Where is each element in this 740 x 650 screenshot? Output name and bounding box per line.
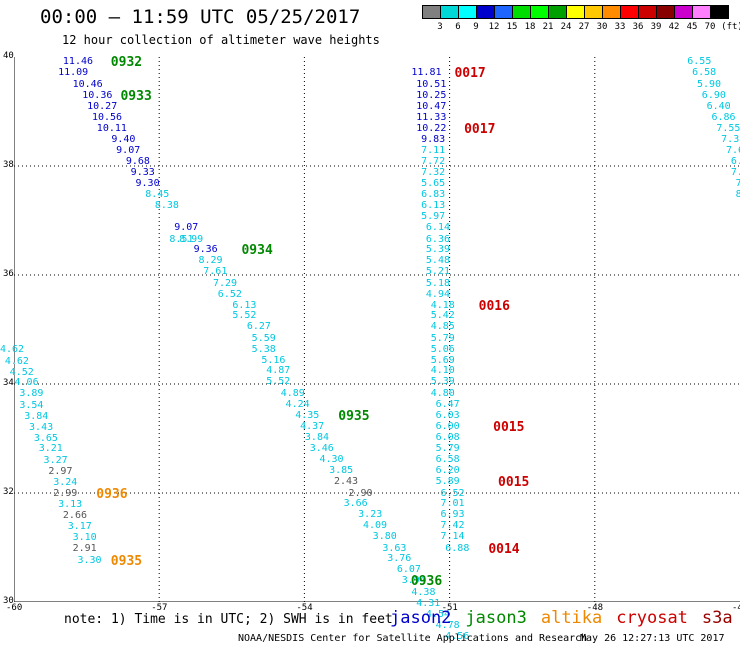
colorbar-tick-label: 27 [578, 22, 590, 32]
y-tick-label: 36 [3, 269, 14, 279]
colorbar-tick-label: 45 [686, 22, 698, 32]
colorbar-tick-label: 21 [542, 22, 554, 32]
colorbar-tick-label: 70 [704, 22, 716, 32]
wave-height-map [14, 57, 740, 602]
satellite-legend-s3a: s3a [701, 608, 733, 628]
colorbar-swatch [692, 5, 711, 19]
colorbar-swatch [674, 5, 693, 19]
colorbar-tick-label: 12 [488, 22, 500, 32]
lat-lon-grid [14, 57, 740, 602]
colorbar-tick-label: 33 [614, 22, 626, 32]
colorbar-swatch [638, 5, 657, 19]
colorbar-tick-label: 15 [506, 22, 518, 32]
colorbar-swatch [548, 5, 567, 19]
satellite-legend-jason3: jason3 [465, 608, 527, 628]
colorbar-swatch [566, 5, 585, 19]
satellite-legend-altika: altika [540, 608, 603, 628]
satellite-legend: jason2 jason3 altika cryosat s3a [390, 608, 740, 628]
generated-timestamp: May 26 12:27:13 UTC 2017 [580, 633, 725, 644]
colorbar-tick-label: 30 [596, 22, 608, 32]
colorbar-swatch [422, 5, 441, 19]
colorbar-tick-label: 6 [455, 22, 461, 32]
page-title: 00:00 – 11:59 UTC 05/25/2017 [40, 6, 361, 28]
colorbar-swatch [440, 5, 459, 19]
colorbar-tick-label: 42 [668, 22, 680, 32]
y-tick-label: 32 [3, 487, 14, 497]
credit-text: NOAA/NESDIS Center for Satellite Applica… [238, 633, 588, 644]
satellite-legend-cryosat: cryosat [616, 608, 688, 628]
colorbar-tick-label: 18 [524, 22, 536, 32]
colorbar-tick-label: 36 [632, 22, 644, 32]
page-subtitle: 12 hour collection of altimeter wave hei… [62, 33, 380, 47]
colorbar-tick-label: 3 [437, 22, 443, 32]
y-tick-label: 40 [3, 51, 14, 61]
colorbar-swatch [584, 5, 603, 19]
x-tick-label: -60 [6, 603, 23, 613]
colorbar-tick-label: 24 [560, 22, 572, 32]
colorbar-tick-label: 39 [650, 22, 662, 32]
colorbar-swatch [530, 5, 549, 19]
satellite-legend-jason2: jason2 [390, 608, 452, 628]
colorbar-swatch [656, 5, 675, 19]
y-tick-label: 38 [3, 160, 14, 170]
colorbar-swatch [602, 5, 621, 19]
colorbar-swatch [458, 5, 477, 19]
colorbar-swatch [620, 5, 639, 19]
colorbar-tick-label: 9 [473, 22, 479, 32]
colorbar-swatch [512, 5, 531, 19]
colorbar-swatch [494, 5, 513, 19]
units-note: note: 1) Time is in UTC; 2) SWH is in fe… [64, 612, 393, 627]
y-tick-label: 30 [3, 596, 14, 606]
colorbar-swatch [710, 5, 729, 19]
y-tick-label: 34 [3, 378, 14, 388]
colorbar-swatch [476, 5, 495, 19]
colorbar-unit: (ft) [721, 22, 740, 32]
